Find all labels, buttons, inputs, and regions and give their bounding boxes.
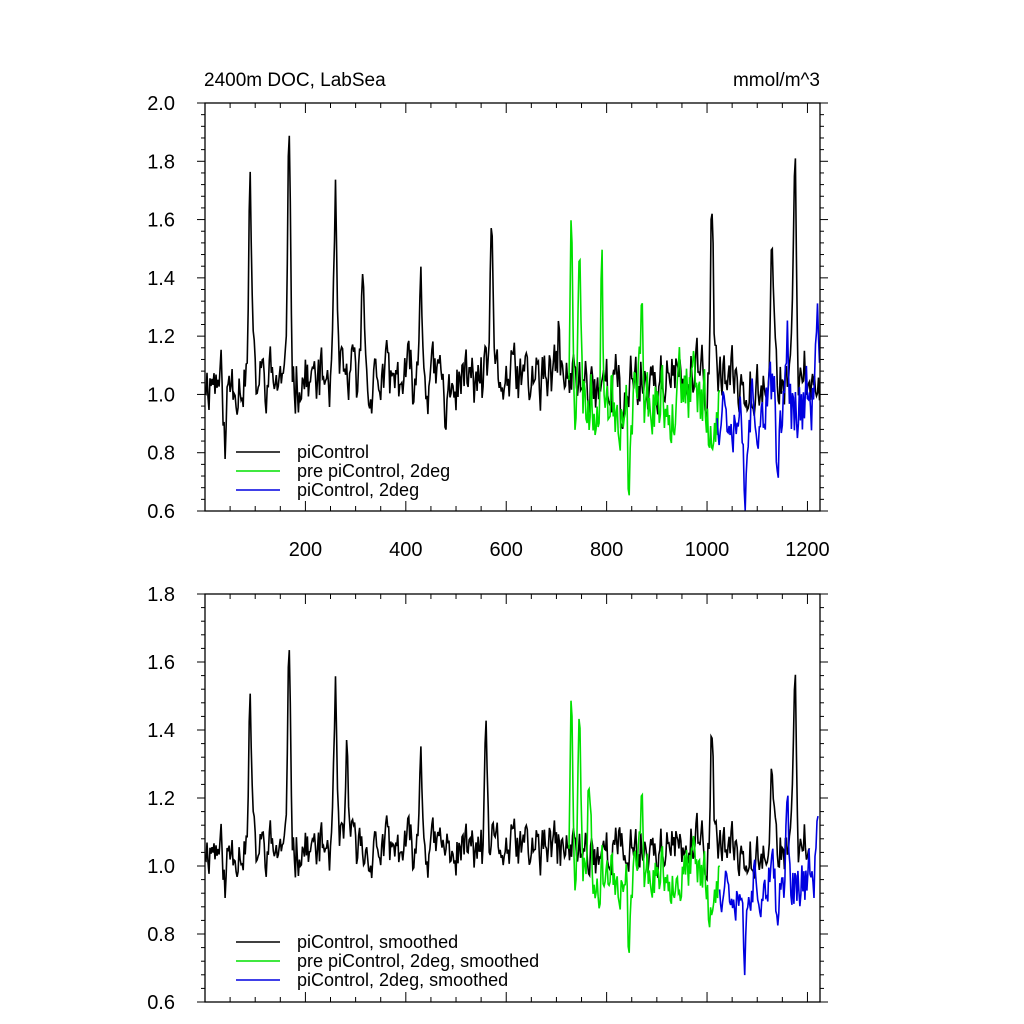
- series-line-1: [205, 650, 811, 899]
- y-tick-label: 1.4: [147, 268, 175, 290]
- series-line-3: [718, 795, 819, 976]
- y-tick-label: 1.6: [147, 652, 175, 674]
- bottom-panel-series: [205, 650, 819, 976]
- series-line-3: [716, 303, 820, 511]
- legend-label-1: piControl: [297, 442, 369, 462]
- bottom-panel: 0.6 0.8 1.0 1.2 1.4 1.6 1.8 piControl, smoothe…: [147, 584, 828, 1014]
- x-tick-label: 1200: [785, 539, 830, 561]
- y-tick-label: 1.4: [147, 720, 175, 742]
- series-line-2: [568, 220, 721, 496]
- y-tick-label: 1.8: [147, 584, 175, 606]
- series-line-2: [568, 700, 721, 953]
- x-tick-label: 400: [389, 539, 422, 561]
- top-panel: 2400m DOC, LabSea mmol/m^3 0.6 0.8 1.0 1.2 1…: [147, 70, 830, 561]
- legend-label-2: pre piControl, 2deg: [297, 461, 450, 481]
- bottom-panel-ticks: 0.6 0.8 1.0 1.2 1.4 1.6 1.8: [147, 584, 828, 1014]
- y-tick-label: 2.0: [147, 93, 175, 115]
- bottom-panel-frame: [204, 593, 821, 1003]
- series-line-1: [205, 135, 820, 460]
- legend-label-2: pre piControl, 2deg, smoothed: [297, 951, 539, 971]
- top-panel-ticks: 0.6 0.8 1.0 1.2 1.4 1.6 1.8 2.0 200 400 600 800 1000…: [147, 93, 830, 561]
- y-tick-label: 1.6: [147, 210, 175, 232]
- top-panel-units: mmol/m^3: [733, 70, 820, 91]
- legend-label-3: piControl, 2deg: [297, 480, 419, 500]
- x-tick-label: 800: [590, 539, 623, 561]
- y-tick-label: 1.2: [147, 326, 175, 348]
- top-panel-frame: [204, 102, 821, 512]
- y-tick-label: 1.0: [147, 856, 175, 878]
- y-tick-label: 0.8: [147, 924, 175, 946]
- top-panel-title: 2400m DOC, LabSea: [204, 70, 386, 91]
- y-tick-label: 0.6: [147, 992, 175, 1014]
- y-tick-label: 1.0: [147, 384, 175, 406]
- y-tick-label: 0.6: [147, 501, 175, 523]
- x-tick-label: 1000: [685, 539, 730, 561]
- legend-label-1: piControl, smoothed: [297, 932, 458, 952]
- legend-label-3: piControl, 2deg, smoothed: [297, 970, 508, 990]
- y-tick-label: 1.8: [147, 151, 175, 173]
- y-tick-label: 0.8: [147, 443, 175, 465]
- y-tick-label: 1.2: [147, 788, 175, 810]
- top-panel-series: [205, 135, 820, 511]
- x-tick-label: 200: [289, 539, 322, 561]
- x-tick-label: 600: [490, 539, 523, 561]
